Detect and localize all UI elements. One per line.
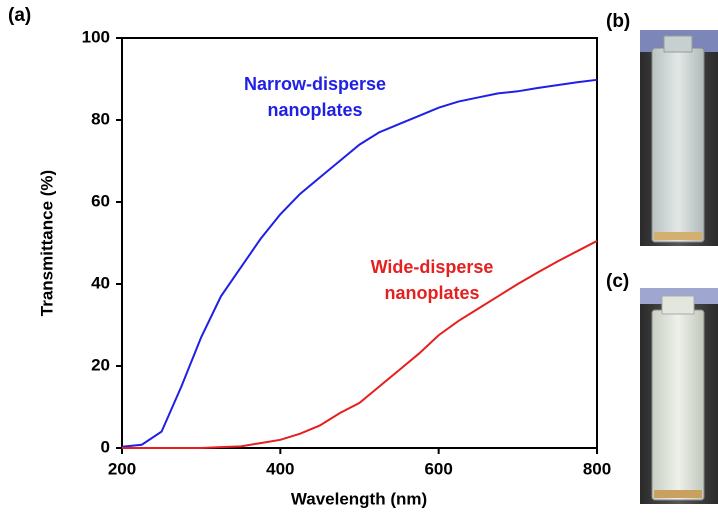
annotation: nanoplates <box>267 100 362 120</box>
panel-label: (b) <box>606 11 630 32</box>
y-tick-label: 80 <box>91 109 110 128</box>
plot-frame <box>121 37 598 449</box>
y-tick-label: 60 <box>91 191 110 210</box>
x-tick-label: 600 <box>424 459 452 478</box>
data-line <box>121 78 598 448</box>
x-axis-title: Wavelength (nm) <box>291 489 427 508</box>
photo <box>640 288 718 504</box>
y-tick-label: 100 <box>82 27 110 46</box>
y-tick-label: 40 <box>91 273 110 292</box>
data-line <box>122 240 598 449</box>
photo <box>640 30 718 246</box>
y-axis-title: Transmittance (%) <box>37 170 56 316</box>
annotation: Narrow-disperse <box>244 74 386 94</box>
y-tick-label: 0 <box>101 437 110 456</box>
annotation: nanoplates <box>384 283 479 303</box>
x-tick-label: 800 <box>583 459 611 478</box>
panel-label: (a) <box>8 5 31 26</box>
panel-label: (c) <box>606 271 629 292</box>
x-tick-label: 400 <box>266 459 294 478</box>
annotation: Wide-disperse <box>371 257 494 277</box>
y-tick-label: 20 <box>91 355 110 374</box>
x-tick-label: 200 <box>108 459 136 478</box>
